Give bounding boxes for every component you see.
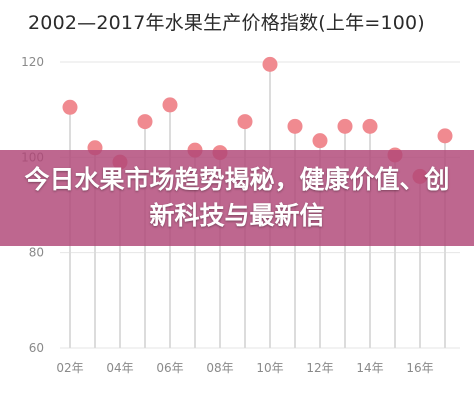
data-point [137, 114, 153, 130]
y-tick-label: 120 [21, 55, 44, 69]
data-point [287, 118, 303, 134]
banner-headline: 今日水果市场趋势揭秘，健康价值、创新科技与最新信 [24, 165, 450, 230]
x-tick-label: 08年 [206, 361, 233, 375]
data-point [337, 118, 353, 134]
data-point [162, 97, 178, 113]
x-tick-label: 02年 [56, 361, 83, 375]
x-tick-label: 10年 [256, 361, 283, 375]
data-point [362, 118, 378, 134]
data-point [62, 99, 78, 115]
data-point [237, 114, 253, 130]
y-tick-label: 60 [29, 341, 44, 355]
chart-title: 2002—2017年水果生产价格指数(上年=100) [28, 12, 425, 34]
x-tick-label: 14年 [356, 361, 383, 375]
x-tick-label: 04年 [106, 361, 133, 375]
x-tick-label: 12年 [306, 361, 333, 375]
data-point [437, 128, 453, 144]
x-tick-label: 16年 [406, 361, 433, 375]
x-tick-label: 06年 [156, 361, 183, 375]
data-point [312, 133, 328, 149]
overlay-banner: 今日水果市场趋势揭秘，健康价值、创新科技与最新信 [0, 150, 474, 246]
y-tick-label: 80 [29, 246, 44, 260]
data-point [262, 56, 278, 72]
